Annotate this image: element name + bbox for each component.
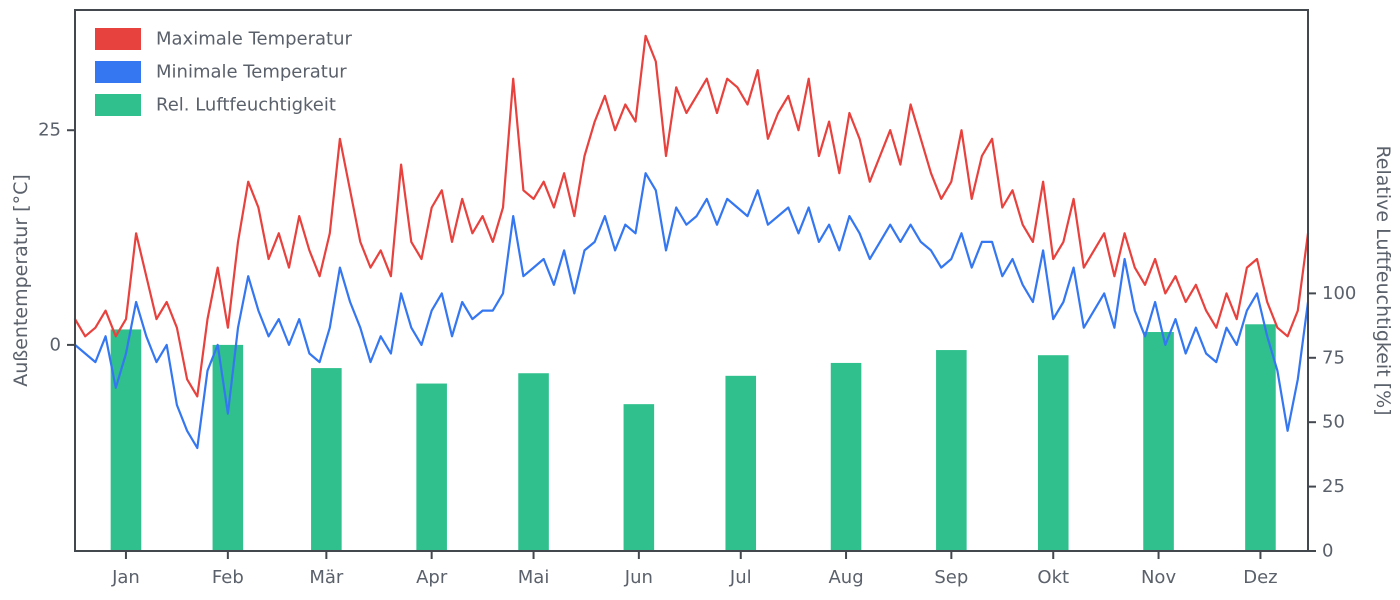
humidity-bar-Jun [623,404,655,551]
x-tick-label-Jan: Jan [111,567,140,588]
left-axis-title: Außentemperatur [°C] [10,174,32,387]
legend-swatch-2 [95,61,141,83]
humidity-bar-Feb [212,344,244,551]
legend-label-1: Maximale Temperatur [156,29,353,50]
right-tick-label: 75 [1322,347,1345,368]
humidity-bar-Okt [1037,355,1069,551]
x-tick-label-Mär: Mär [309,567,344,588]
legend-swatch-1 [95,28,141,50]
x-tick-label-Nov: Nov [1141,567,1176,588]
humidity-bar-Mai [518,373,549,551]
right-axis-title: Relative Luftfeuchtigkeit [%] [1372,145,1394,415]
humidity-bar-Aug [830,362,862,551]
right-tick-label: 100 [1322,283,1356,304]
left-tick-label: 0 [50,334,61,355]
left-tick-label: 25 [38,120,61,141]
legend-label-3: Rel. Luftfeuchtigkeit [156,95,336,116]
x-tick-label-Okt: Okt [1037,567,1069,588]
humidity-bar-Jul [725,375,757,551]
humidity-bar-Nov [1143,332,1174,551]
min-temp-line [73,172,1310,450]
x-tick-label-Mai: Mai [518,567,550,588]
x-tick-label-Aug: Aug [828,567,863,588]
humidity-bar-Sep [936,350,967,551]
humidity-bar-Apr [416,383,447,551]
right-tick-label: 0 [1322,541,1333,562]
humidity-bar-Mär [311,368,342,551]
x-tick-label-Feb: Feb [212,567,244,588]
x-tick-label-Jul: Jul [729,567,752,588]
x-tick-label-Jun: Jun [624,567,653,588]
right-tick-label: 50 [1322,412,1345,433]
right-tick-label: 25 [1322,476,1345,497]
x-tick-label-Apr: Apr [416,567,448,588]
humidity-bar-Jan [110,329,142,551]
legend-label-2: Minimale Temperatur [156,62,347,83]
x-tick-label-Dez: Dez [1243,567,1277,588]
max-temp-line [73,34,1310,398]
humidity-bar-Dez [1245,324,1276,551]
plot-border [74,9,1309,552]
x-tick-label-Sep: Sep [934,567,968,588]
legend-swatch-3 [95,94,141,116]
